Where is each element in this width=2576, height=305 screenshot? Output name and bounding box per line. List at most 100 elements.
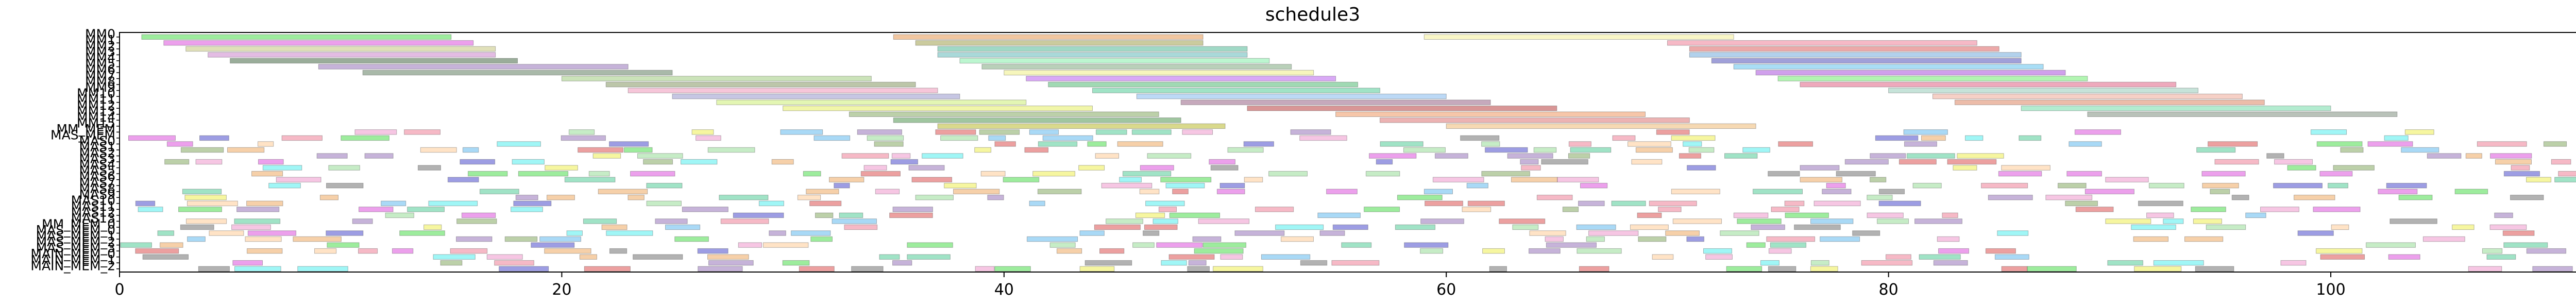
task-bar — [1244, 177, 1263, 182]
task-bar — [447, 177, 479, 182]
task-bar — [1683, 141, 1702, 147]
task-bar — [1810, 218, 1854, 224]
task-bar — [2202, 183, 2239, 189]
task-bar — [875, 189, 900, 194]
task-bar — [2384, 135, 2409, 141]
task-bar — [579, 254, 597, 260]
task-bar — [810, 236, 833, 242]
task-bar — [1026, 236, 1078, 242]
task-bar — [2075, 207, 2114, 212]
task-bar — [566, 230, 583, 236]
task-bar — [1467, 200, 1505, 207]
task-bar — [1631, 159, 1663, 165]
task-bar — [232, 260, 263, 266]
y-tick-label: MAS3 — [79, 151, 115, 166]
task-bar — [547, 195, 575, 200]
task-bar — [257, 141, 274, 147]
task-bar — [2294, 195, 2335, 200]
task-bar — [1570, 147, 1612, 153]
task-bar — [1029, 200, 1045, 207]
task-bar — [2107, 260, 2143, 266]
task-bar — [531, 242, 575, 248]
task-bar — [1568, 141, 1591, 147]
task-bar — [646, 200, 682, 207]
task-bar — [187, 200, 238, 207]
task-bar — [2069, 141, 2102, 147]
y-tick-label: MAIN_MEM_0 — [30, 246, 115, 261]
task-bar — [1290, 129, 1331, 135]
task-bar — [180, 147, 224, 153]
task-bar — [1703, 248, 1733, 254]
task-bar — [1317, 212, 1361, 218]
task-bar — [1751, 224, 1785, 230]
task-bar — [1784, 200, 1805, 207]
task-bar — [832, 218, 877, 224]
task-bar — [814, 135, 851, 141]
task-bar — [915, 40, 1204, 46]
task-bar — [1168, 254, 1215, 260]
task-bar — [1365, 171, 1400, 177]
task-bar — [890, 159, 919, 165]
task-bar — [646, 183, 683, 189]
task-bar — [1576, 224, 1616, 230]
task-bar — [758, 200, 784, 207]
task-bar — [1768, 248, 1792, 254]
task-bar — [1198, 218, 1250, 224]
task-bar — [1145, 200, 1185, 207]
task-bar — [515, 195, 538, 200]
task-bar — [1878, 189, 1905, 194]
task-bar — [316, 153, 348, 159]
task-bar — [637, 153, 683, 159]
task-bar — [911, 177, 953, 182]
task-bar — [1511, 177, 1558, 182]
task-bar — [867, 135, 904, 141]
y-tick-label: MM11 — [77, 92, 115, 107]
task-bar — [2065, 200, 2098, 207]
y-tick-label: MM10 — [77, 86, 115, 101]
task-bar — [2214, 159, 2259, 165]
y-tick-label: MAS_MEM_2 — [36, 234, 115, 249]
task-bar — [246, 200, 283, 207]
task-bar — [128, 135, 176, 141]
task-bar — [2310, 129, 2347, 135]
y-tick-label: MAS4 — [79, 157, 115, 172]
task-bar — [327, 242, 360, 248]
task-bar — [935, 129, 976, 135]
task-bar — [2482, 248, 2503, 254]
task-bar — [2001, 165, 2050, 171]
task-bar — [1687, 165, 1716, 171]
task-bar — [385, 212, 414, 218]
task-bar — [2340, 147, 2364, 153]
task-bar — [120, 242, 152, 248]
task-bar — [1997, 230, 2029, 236]
y-tick-label: MAS_MEM_1 — [36, 229, 115, 244]
task-bar — [2313, 207, 2361, 212]
task-bar — [460, 159, 496, 165]
task-bar — [1921, 135, 1946, 141]
task-bar — [1742, 147, 1770, 153]
task-bar — [511, 207, 543, 212]
task-bar — [1867, 212, 1904, 218]
task-bar — [1529, 248, 1561, 254]
y-tick-label: MM1 — [85, 32, 115, 47]
y-tick-label: MAS6 — [79, 169, 115, 184]
task-bar — [247, 248, 283, 254]
task-bar — [1188, 260, 1207, 266]
task-bar — [1870, 177, 1887, 182]
plot-area — [120, 34, 2576, 272]
task-bar — [1132, 242, 1155, 248]
task-bar — [2087, 111, 2398, 117]
task-bar — [1131, 129, 1172, 135]
task-bar — [655, 218, 688, 224]
chart-title: schedule3 — [1265, 4, 1360, 25]
task-bar — [417, 165, 441, 171]
task-bar — [1037, 189, 1082, 194]
task-bar — [1737, 218, 1782, 224]
task-bar — [1481, 171, 1530, 177]
task-bar — [518, 171, 569, 177]
task-bar — [1904, 141, 1937, 147]
task-bar — [771, 159, 794, 165]
task-bar — [623, 147, 653, 153]
task-bar — [707, 254, 749, 260]
task-bar — [1771, 207, 1800, 212]
